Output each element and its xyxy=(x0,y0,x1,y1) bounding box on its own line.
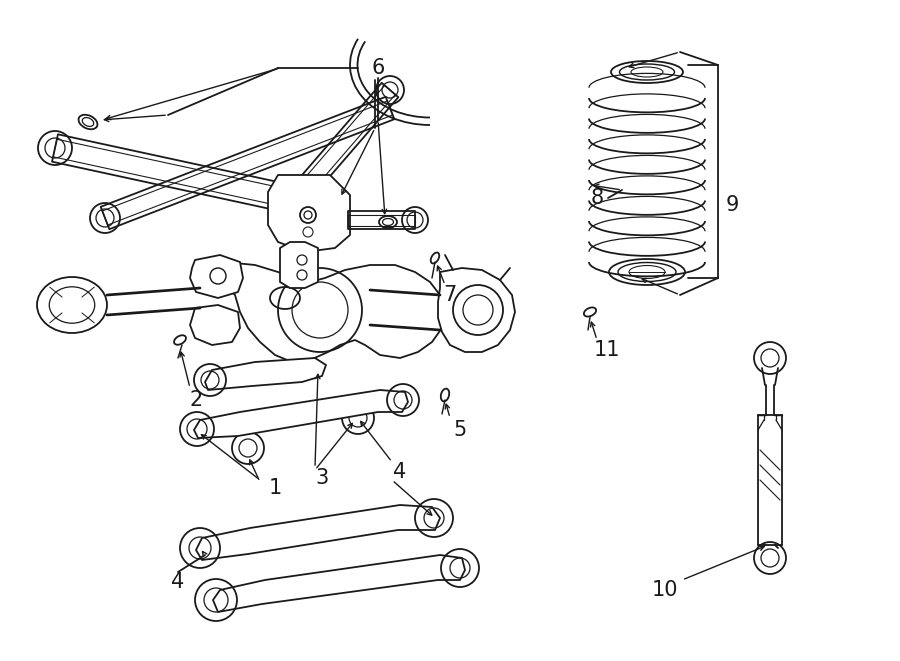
Text: 11: 11 xyxy=(594,340,620,360)
Text: 2: 2 xyxy=(189,390,202,410)
Text: 3: 3 xyxy=(315,468,328,488)
Text: 10: 10 xyxy=(652,580,679,600)
Text: 6: 6 xyxy=(372,58,384,78)
Text: 8: 8 xyxy=(590,188,604,208)
Text: 7: 7 xyxy=(444,285,456,305)
Polygon shape xyxy=(438,268,515,352)
Polygon shape xyxy=(194,390,408,438)
Polygon shape xyxy=(205,358,326,390)
Polygon shape xyxy=(268,175,350,252)
Polygon shape xyxy=(190,305,240,345)
Text: 1: 1 xyxy=(268,478,282,498)
Text: 9: 9 xyxy=(725,195,739,215)
Polygon shape xyxy=(280,242,318,288)
Polygon shape xyxy=(196,505,440,560)
Polygon shape xyxy=(200,262,445,362)
Text: 4: 4 xyxy=(393,462,407,482)
Polygon shape xyxy=(213,555,465,612)
Text: 4: 4 xyxy=(171,572,184,592)
Text: 5: 5 xyxy=(454,420,466,440)
Polygon shape xyxy=(190,255,243,298)
